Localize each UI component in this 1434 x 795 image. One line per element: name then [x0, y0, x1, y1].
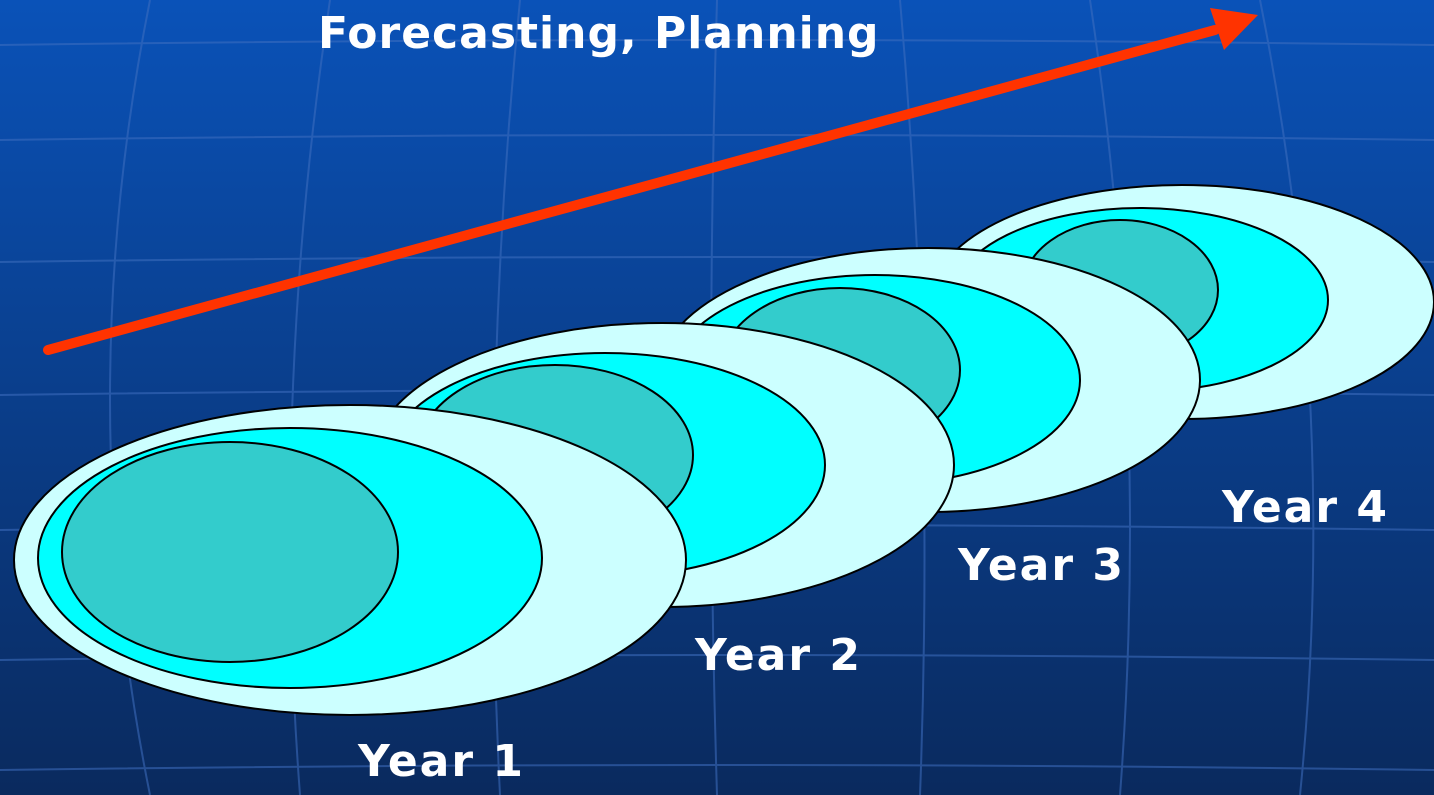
diagram-title: Forecasting, Planning: [318, 8, 880, 59]
year-1-label: Year 1: [358, 736, 525, 787]
year-4-label: Year 4: [1222, 482, 1389, 533]
trend-arrow-icon: [43, 8, 1258, 355]
year-3-label: Year 3: [958, 540, 1125, 591]
year-1-ellipses: [13, 404, 687, 716]
year-2-label: Year 2: [695, 630, 862, 681]
